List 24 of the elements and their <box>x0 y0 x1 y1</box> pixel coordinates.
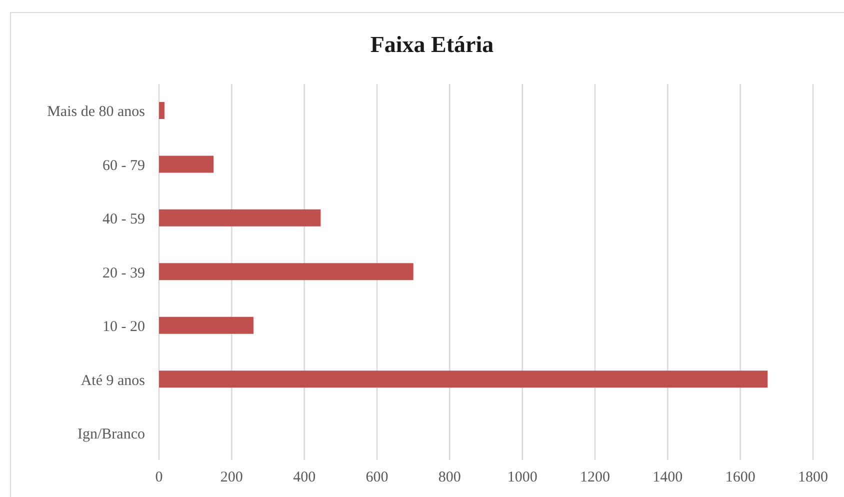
x-tick-label: 1400 <box>652 470 683 486</box>
bar <box>159 156 214 173</box>
bar <box>159 316 254 334</box>
x-tick-label: 400 <box>293 470 316 486</box>
x-tick-label: 1000 <box>507 470 538 486</box>
x-tick-label: 800 <box>438 470 461 486</box>
bar <box>159 209 321 226</box>
y-tick-label: Mais de 80 anos <box>47 104 146 120</box>
x-tick-label: 0 <box>155 470 163 486</box>
x-tick-label: 1200 <box>580 470 610 486</box>
y-tick-label: 10 - 20 <box>102 319 145 336</box>
bar <box>159 102 164 119</box>
chart-title: Faixa Etária <box>369 31 495 59</box>
bar <box>159 370 768 388</box>
x-tick-label: 1800 <box>798 470 828 486</box>
y-tick-label: Até 9 anos <box>80 372 146 389</box>
bar <box>159 263 414 280</box>
y-tick-label: 20 - 39 <box>102 265 145 282</box>
y-tick-label: Ign/Branco <box>78 426 145 442</box>
x-tick-label: 1600 <box>725 470 756 486</box>
x-tick-label: 600 <box>366 470 388 486</box>
y-tick-label: 60 - 79 <box>102 158 145 174</box>
x-tick-label: 200 <box>220 470 243 486</box>
y-tick-label: 40 - 59 <box>102 212 145 228</box>
